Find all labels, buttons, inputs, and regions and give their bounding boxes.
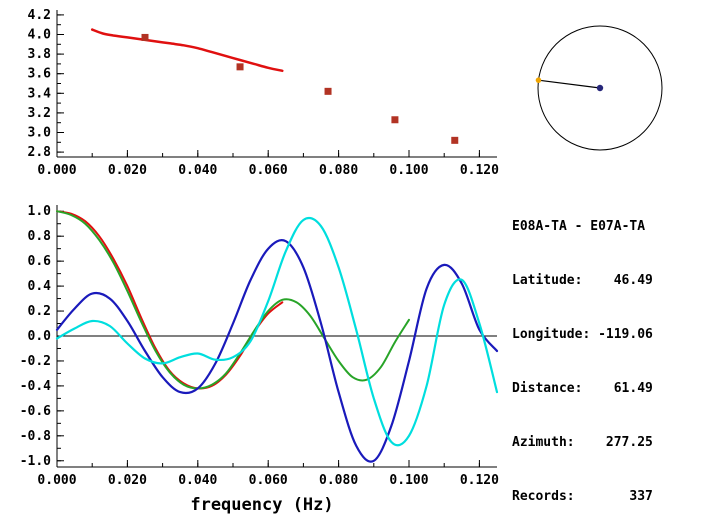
distance-value: 61.49 <box>613 381 653 396</box>
y-tick-label: -0.4 <box>20 379 51 394</box>
y-tick-label: 0.8 <box>28 229 52 244</box>
x-tick-label: 0.080 <box>319 163 358 178</box>
measured-phase-velocity-marker <box>451 136 459 144</box>
dispersion-chart: 0.000 0.020 0.040 0.060 0.080 0.100 0.120 2.8 3.… <box>28 8 500 178</box>
x-tick-label: 0.080 <box>319 473 358 488</box>
latitude-value: 46.49 <box>613 273 653 288</box>
distance-label: Distance: <box>512 381 583 396</box>
cyan-series-line <box>55 216 499 447</box>
x-tick-label: 0.000 <box>37 163 76 178</box>
y-tick-label: 3.4 <box>28 86 52 101</box>
info-row-azimuth: Azimuth: 277.25 <box>512 434 653 452</box>
y-tick-label: 3.8 <box>28 47 52 62</box>
measured-phase-velocity-marker <box>236 63 244 71</box>
y-tick-label: -0.6 <box>20 404 51 419</box>
measured-phase-velocity-marker <box>391 116 399 124</box>
station-info-panel: E08A-TA - E07A-TA Latitude: 46.49 Longitu… <box>512 182 653 519</box>
records-value: 337 <box>629 489 653 504</box>
records-label: Records: <box>512 489 575 504</box>
station-pair-title: E08A-TA - E07A-TA <box>512 219 646 234</box>
green-series-line <box>56 210 410 390</box>
x-tick-label: 0.120 <box>460 163 499 178</box>
latitude-label: Latitude: <box>512 273 583 288</box>
y-tick-label: 4.0 <box>28 28 52 43</box>
y-tick-label: 0.6 <box>28 254 52 269</box>
x-axis-title: frequency (Hz) <box>190 495 333 515</box>
y-tick-label: 3.0 <box>28 126 52 141</box>
azimuth-endpoint-dot <box>535 77 542 83</box>
longitude-value: -119.06 <box>598 327 653 342</box>
y-tick-label: -0.2 <box>20 354 51 369</box>
y-tick-label: 0.2 <box>28 304 51 319</box>
measured-phase-velocity-marker <box>141 33 149 41</box>
cross-spectrum-chart: 0.000 0.020 0.040 0.060 0.080 0.100 0.120 -1.0 -… <box>20 204 499 515</box>
station-dot <box>596 84 604 92</box>
y-tick-label: -1.0 <box>20 454 51 469</box>
x-tick-label: 0.100 <box>389 163 428 178</box>
y-tick-label: 3.6 <box>28 67 52 82</box>
info-row-latitude: Latitude: 46.49 <box>512 272 653 290</box>
x-tick-label: 0.060 <box>249 163 288 178</box>
info-row-distance: Distance: 61.49 <box>512 380 653 398</box>
azimuth-dial <box>535 25 663 151</box>
y-tick-label: -0.8 <box>20 429 51 444</box>
info-row-records: Records: 337 <box>512 488 653 506</box>
measured-phase-velocity-marker <box>324 87 332 95</box>
longitude-label: Longitude: <box>512 327 591 342</box>
x-tick-label: 0.000 <box>37 473 76 488</box>
info-row-longitude: Longitude: -119.06 <box>512 326 653 344</box>
x-tick-label: 0.040 <box>178 163 217 178</box>
y-tick-label: 0.0 <box>28 329 52 344</box>
blue-series-line <box>55 239 499 463</box>
x-tick-label: 0.060 <box>249 473 288 488</box>
y-tick-label: 3.2 <box>28 106 51 121</box>
x-tick-label: 0.100 <box>389 473 428 488</box>
y-tick-label: 0.4 <box>28 279 52 294</box>
azimuth-value: 277.25 <box>605 435 653 450</box>
azimuth-label: Azimuth: <box>512 435 575 450</box>
reference-curve-line <box>90 28 284 73</box>
x-tick-label: 0.020 <box>108 163 147 178</box>
x-tick-label: 0.020 <box>108 473 147 488</box>
dial-circle <box>537 25 663 151</box>
x-tick-label: 0.120 <box>460 473 499 488</box>
y-tick-label: 2.8 <box>28 145 52 160</box>
y-tick-label: 1.0 <box>28 204 52 219</box>
y-tick-label: 4.2 <box>28 8 51 23</box>
azimuth-ray <box>538 79 601 89</box>
x-tick-label: 0.040 <box>178 473 217 488</box>
